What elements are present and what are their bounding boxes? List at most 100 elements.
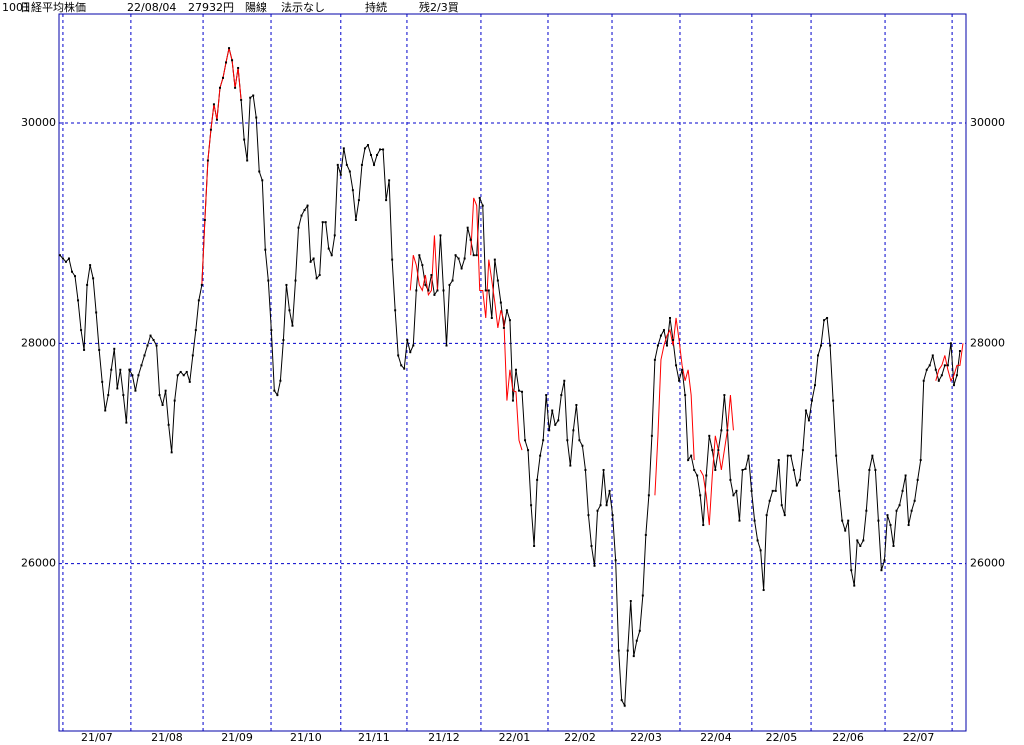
x-tick-label: 22/07	[903, 731, 935, 744]
point-marker	[711, 449, 714, 452]
point-marker	[469, 238, 472, 241]
point-marker	[454, 254, 457, 257]
point-marker	[925, 368, 928, 371]
point-marker	[234, 86, 237, 89]
point-marker	[693, 468, 696, 471]
point-marker	[590, 544, 593, 547]
point-marker	[511, 399, 514, 402]
x-tick-label: 21/12	[428, 731, 460, 744]
point-marker	[934, 368, 937, 371]
point-marker	[472, 254, 475, 257]
point-marker	[116, 387, 119, 390]
x-tick-label: 21/11	[358, 731, 390, 744]
point-marker	[690, 454, 693, 457]
point-marker	[916, 478, 919, 481]
point-marker	[762, 589, 765, 592]
y-tick-label: 26000	[21, 557, 56, 570]
point-marker	[514, 368, 517, 371]
point-marker	[530, 504, 533, 507]
point-marker	[859, 544, 862, 547]
point-marker	[569, 464, 572, 467]
point-marker	[237, 66, 240, 69]
point-marker	[883, 559, 886, 562]
point-marker	[554, 423, 557, 426]
point-marker	[735, 489, 738, 492]
point-marker	[521, 390, 524, 393]
point-marker	[231, 59, 234, 62]
point-marker	[496, 279, 499, 282]
point-marker	[783, 514, 786, 517]
point-marker	[829, 344, 832, 347]
point-marker	[427, 289, 430, 292]
point-marker	[774, 489, 777, 492]
point-marker	[95, 311, 98, 314]
plot-frame	[58, 13, 967, 732]
point-marker	[765, 514, 768, 517]
point-marker	[841, 519, 844, 522]
point-marker	[780, 504, 783, 507]
point-marker	[400, 364, 403, 367]
point-marker	[218, 86, 221, 89]
point-marker	[466, 226, 469, 229]
point-marker	[605, 504, 608, 507]
x-tick-label: 22/03	[630, 731, 662, 744]
point-marker	[282, 339, 285, 342]
point-marker	[856, 539, 859, 542]
point-marker	[823, 319, 826, 322]
point-marker	[315, 277, 318, 280]
point-marker	[937, 379, 940, 382]
point-marker	[264, 248, 267, 251]
point-marker	[626, 649, 629, 652]
point-marker	[524, 439, 527, 442]
point-marker	[687, 459, 690, 462]
point-marker	[61, 257, 64, 260]
point-marker	[360, 163, 363, 166]
header-name: 日経平均株価	[20, 0, 86, 14]
point-marker	[463, 257, 466, 260]
x-tick-label: 21/08	[151, 731, 183, 744]
point-marker	[638, 629, 641, 632]
point-marker	[225, 61, 228, 64]
point-marker	[620, 699, 623, 702]
point-marker	[348, 170, 351, 173]
point-marker	[267, 279, 270, 282]
y2-tick-label: 26000	[970, 557, 1005, 570]
price-line	[201, 48, 964, 526]
point-marker	[333, 234, 336, 237]
point-marker	[898, 504, 901, 507]
point-marker	[191, 354, 194, 357]
point-marker	[167, 423, 170, 426]
point-marker	[379, 148, 382, 151]
point-marker	[527, 449, 530, 452]
point-marker	[261, 179, 264, 182]
point-marker	[614, 559, 617, 562]
point-marker	[215, 118, 218, 121]
point-marker	[366, 144, 369, 147]
point-marker	[246, 159, 249, 162]
point-marker	[457, 257, 460, 260]
point-marker	[327, 247, 330, 250]
point-marker	[490, 316, 493, 319]
point-marker	[415, 289, 418, 292]
point-marker	[351, 189, 354, 192]
point-marker	[539, 454, 542, 457]
point-marker	[345, 163, 348, 166]
point-marker	[104, 409, 107, 412]
point-marker	[433, 293, 436, 296]
point-marker	[439, 234, 442, 237]
point-marker	[632, 655, 635, 658]
point-marker	[421, 264, 424, 267]
point-marker	[481, 204, 484, 207]
point-marker	[536, 478, 539, 481]
point-marker	[131, 374, 134, 377]
point-marker	[919, 459, 922, 462]
point-marker	[140, 364, 143, 367]
point-marker	[445, 344, 448, 347]
point-marker	[635, 639, 638, 642]
point-marker	[699, 494, 702, 497]
point-marker	[336, 163, 339, 166]
point-marker	[865, 509, 868, 512]
point-marker	[385, 199, 388, 202]
point-marker	[294, 279, 297, 282]
